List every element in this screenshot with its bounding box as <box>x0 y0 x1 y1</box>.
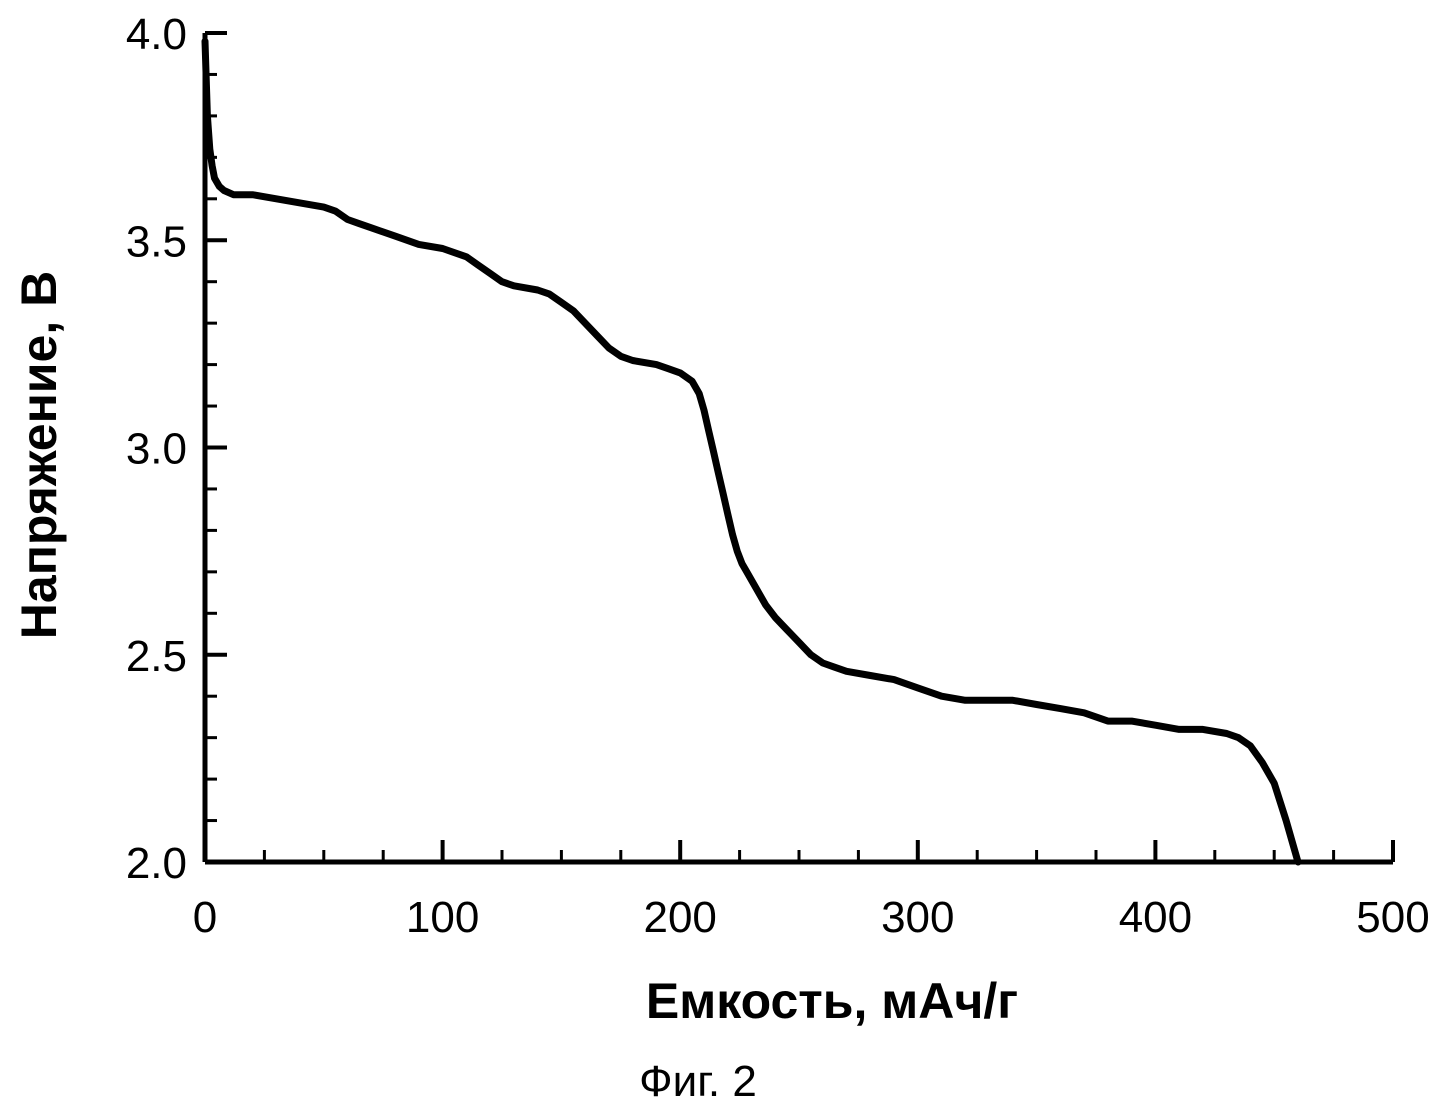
x-tick-label: 0 <box>193 893 217 942</box>
x-tick-label: 400 <box>1119 893 1192 942</box>
discharge-curve <box>205 41 1298 862</box>
tick-labels: 0 100 200 300 400 500 2.0 2.5 3.0 3.5 4.0 <box>126 10 1430 942</box>
y-tick-label: 3.5 <box>126 217 187 266</box>
x-tick-label: 200 <box>643 893 716 942</box>
y-tick-label: 4.0 <box>126 10 187 59</box>
y-tick-label: 2.5 <box>126 632 187 681</box>
figure-caption: Фиг. 2 <box>639 1057 757 1106</box>
y-tick-label: 3.0 <box>126 425 187 474</box>
x-tick-label: 500 <box>1356 893 1429 942</box>
axes <box>205 33 1393 862</box>
x-tick-label: 300 <box>881 893 954 942</box>
x-tick-label: 100 <box>406 893 479 942</box>
ticks <box>205 33 1393 862</box>
y-axis-title: Напряжение, В <box>11 271 67 639</box>
y-tick-label: 2.0 <box>126 839 187 888</box>
x-axis-title: Емкость, мАч/г <box>646 973 1018 1029</box>
